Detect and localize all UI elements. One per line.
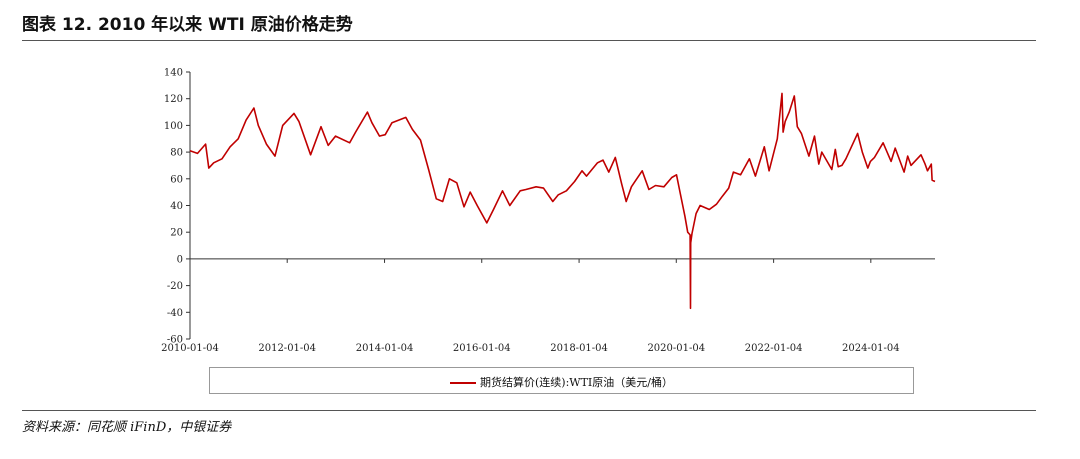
wti-price-line [189,92,936,310]
x-tick-label: 2020-01-04 [647,343,705,354]
y-tick-label: 0 [177,254,183,265]
y-tick-label: -60 [167,335,183,346]
top-rule [22,40,1036,41]
x-tick-label: 2014-01-04 [356,343,414,354]
legend-item: 期货结算价(连续):WTI原油（美元/桶） [210,374,913,390]
legend-label: 期货结算价(连续):WTI原油（美元/桶） [480,376,673,389]
y-axis: 140 120 100 80 60 40 20 0 -20 -40 -60 [164,68,191,346]
x-tick-label: 2010-01-04 [161,343,219,354]
bottom-rule [22,410,1036,411]
legend-swatch [450,382,476,384]
y-tick-label: 100 [164,121,183,132]
x-tick-label: 2016-01-04 [453,343,511,354]
x-tick-label: 2018-01-04 [550,343,608,354]
x-tick-label: 2024-01-04 [842,343,900,354]
y-tick-label: 80 [170,148,183,159]
y-tick-label: 20 [170,228,183,239]
legend: 期货结算价(连续):WTI原油（美元/桶） [209,367,914,394]
figure-title: 图表 12. 2010 年以来 WTI 原油价格走势 [22,15,353,35]
series-layer [189,92,936,310]
x-tick-label: 2022-01-04 [745,343,803,354]
x-tick-label: 2012-01-04 [258,343,316,354]
y-tick-label: -20 [167,281,183,292]
source-note: 资料来源：同花顺 iFinD，中银证券 [22,420,232,435]
y-tick-label: -40 [167,308,183,319]
y-tick-label: 120 [164,94,183,105]
y-tick-label: 40 [170,201,183,212]
y-tick-label: 60 [170,174,183,185]
y-tick-label: 140 [164,68,183,79]
x-axis: 2010-01-04 2012-01-04 2014-01-04 2016-01-04… [161,258,935,354]
